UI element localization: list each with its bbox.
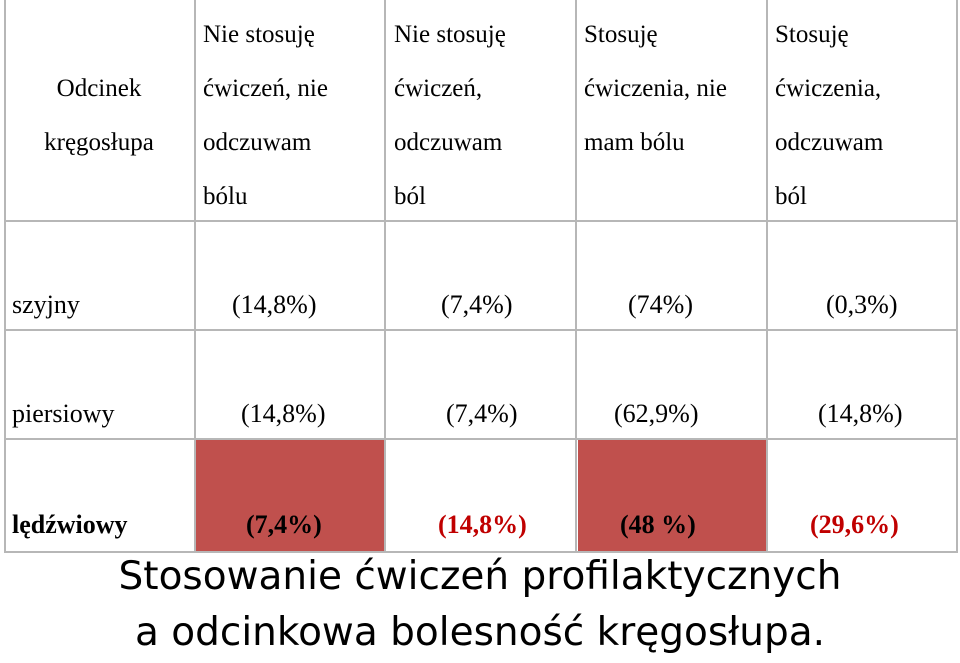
header-line: ból	[394, 183, 426, 210]
table-cell: (14,8%)	[232, 290, 317, 319]
header-line: Odcinek	[56, 75, 142, 102]
data-table: Odcinek kręgosłupa Nie stosuję ćwiczeń, …	[4, 0, 958, 553]
grid-vline	[4, 0, 6, 553]
table-cell: (0,3%)	[826, 290, 898, 319]
header-line: odczuwam	[203, 129, 312, 156]
table-cell: (7,4%)	[246, 510, 322, 539]
header-line: Stosuję	[775, 21, 849, 48]
header-line: Nie stosuję	[203, 21, 315, 48]
table-cell: (7,4%)	[441, 290, 513, 319]
grid-vline	[956, 0, 958, 553]
grid-vline	[384, 0, 386, 553]
table-cell: (48 %)	[620, 510, 696, 539]
table-cell: (62,9%)	[614, 399, 699, 428]
row-label: piersiowy	[12, 399, 115, 428]
table-cell: (74%)	[628, 290, 693, 319]
grid-hline	[4, 438, 958, 440]
table-cell: (7,4%)	[446, 399, 518, 428]
header-cell-no-exercise-no-pain: Nie stosuję ćwiczeń, nie odczuwam bólu	[203, 8, 328, 224]
header-cell-exercise-no-pain: Stosuję ćwiczenia, nie mam bólu	[584, 8, 727, 170]
grid-hline	[4, 551, 958, 553]
highlight-cell-ledzwiowy-col1	[196, 440, 384, 553]
header-line: Stosuję	[584, 21, 658, 48]
table-cell: (14,8%)	[241, 399, 326, 428]
header-line: ćwiczeń,	[394, 75, 483, 102]
grid-vline	[194, 0, 196, 553]
row-label: lędźwiowy	[12, 510, 128, 539]
header-line: odczuwam	[394, 129, 503, 156]
header-line: ćwiczeń, nie	[203, 75, 328, 102]
grid-vline	[575, 0, 577, 553]
table-cell: (29,6%)	[810, 510, 899, 539]
header-line: mam bólu	[584, 129, 685, 156]
grid-vline	[766, 0, 768, 553]
header-line: odczuwam	[775, 129, 884, 156]
header-line: ćwiczenia, nie	[584, 75, 727, 102]
header-line: ból	[775, 183, 807, 210]
header-line: Nie stosuję	[394, 21, 506, 48]
grid-hline	[4, 220, 958, 222]
header-cell-exercise-pain: Stosuję ćwiczenia, odczuwam ból	[775, 8, 883, 224]
header-line: kręgosłupa	[44, 129, 154, 156]
slide-caption-line-1: Stosowanie ćwiczeń profilaktycznych	[118, 554, 842, 599]
table-cell: (14,8%)	[438, 510, 527, 539]
header-line: bólu	[203, 183, 248, 210]
grid-hline	[4, 329, 958, 331]
slide-caption-line-2: a odcinkowa bolesność kręgosłupa.	[134, 610, 826, 655]
highlight-cell-ledzwiowy-col3	[578, 440, 766, 553]
header-cell-no-exercise-pain: Nie stosuję ćwiczeń, odczuwam ból	[394, 8, 506, 224]
row-label: szyjny	[12, 290, 80, 319]
header-cell-segment: Odcinek kręgosłupa	[4, 62, 194, 170]
header-line: ćwiczenia,	[775, 75, 882, 102]
table-cell: (14,8%)	[818, 399, 903, 428]
